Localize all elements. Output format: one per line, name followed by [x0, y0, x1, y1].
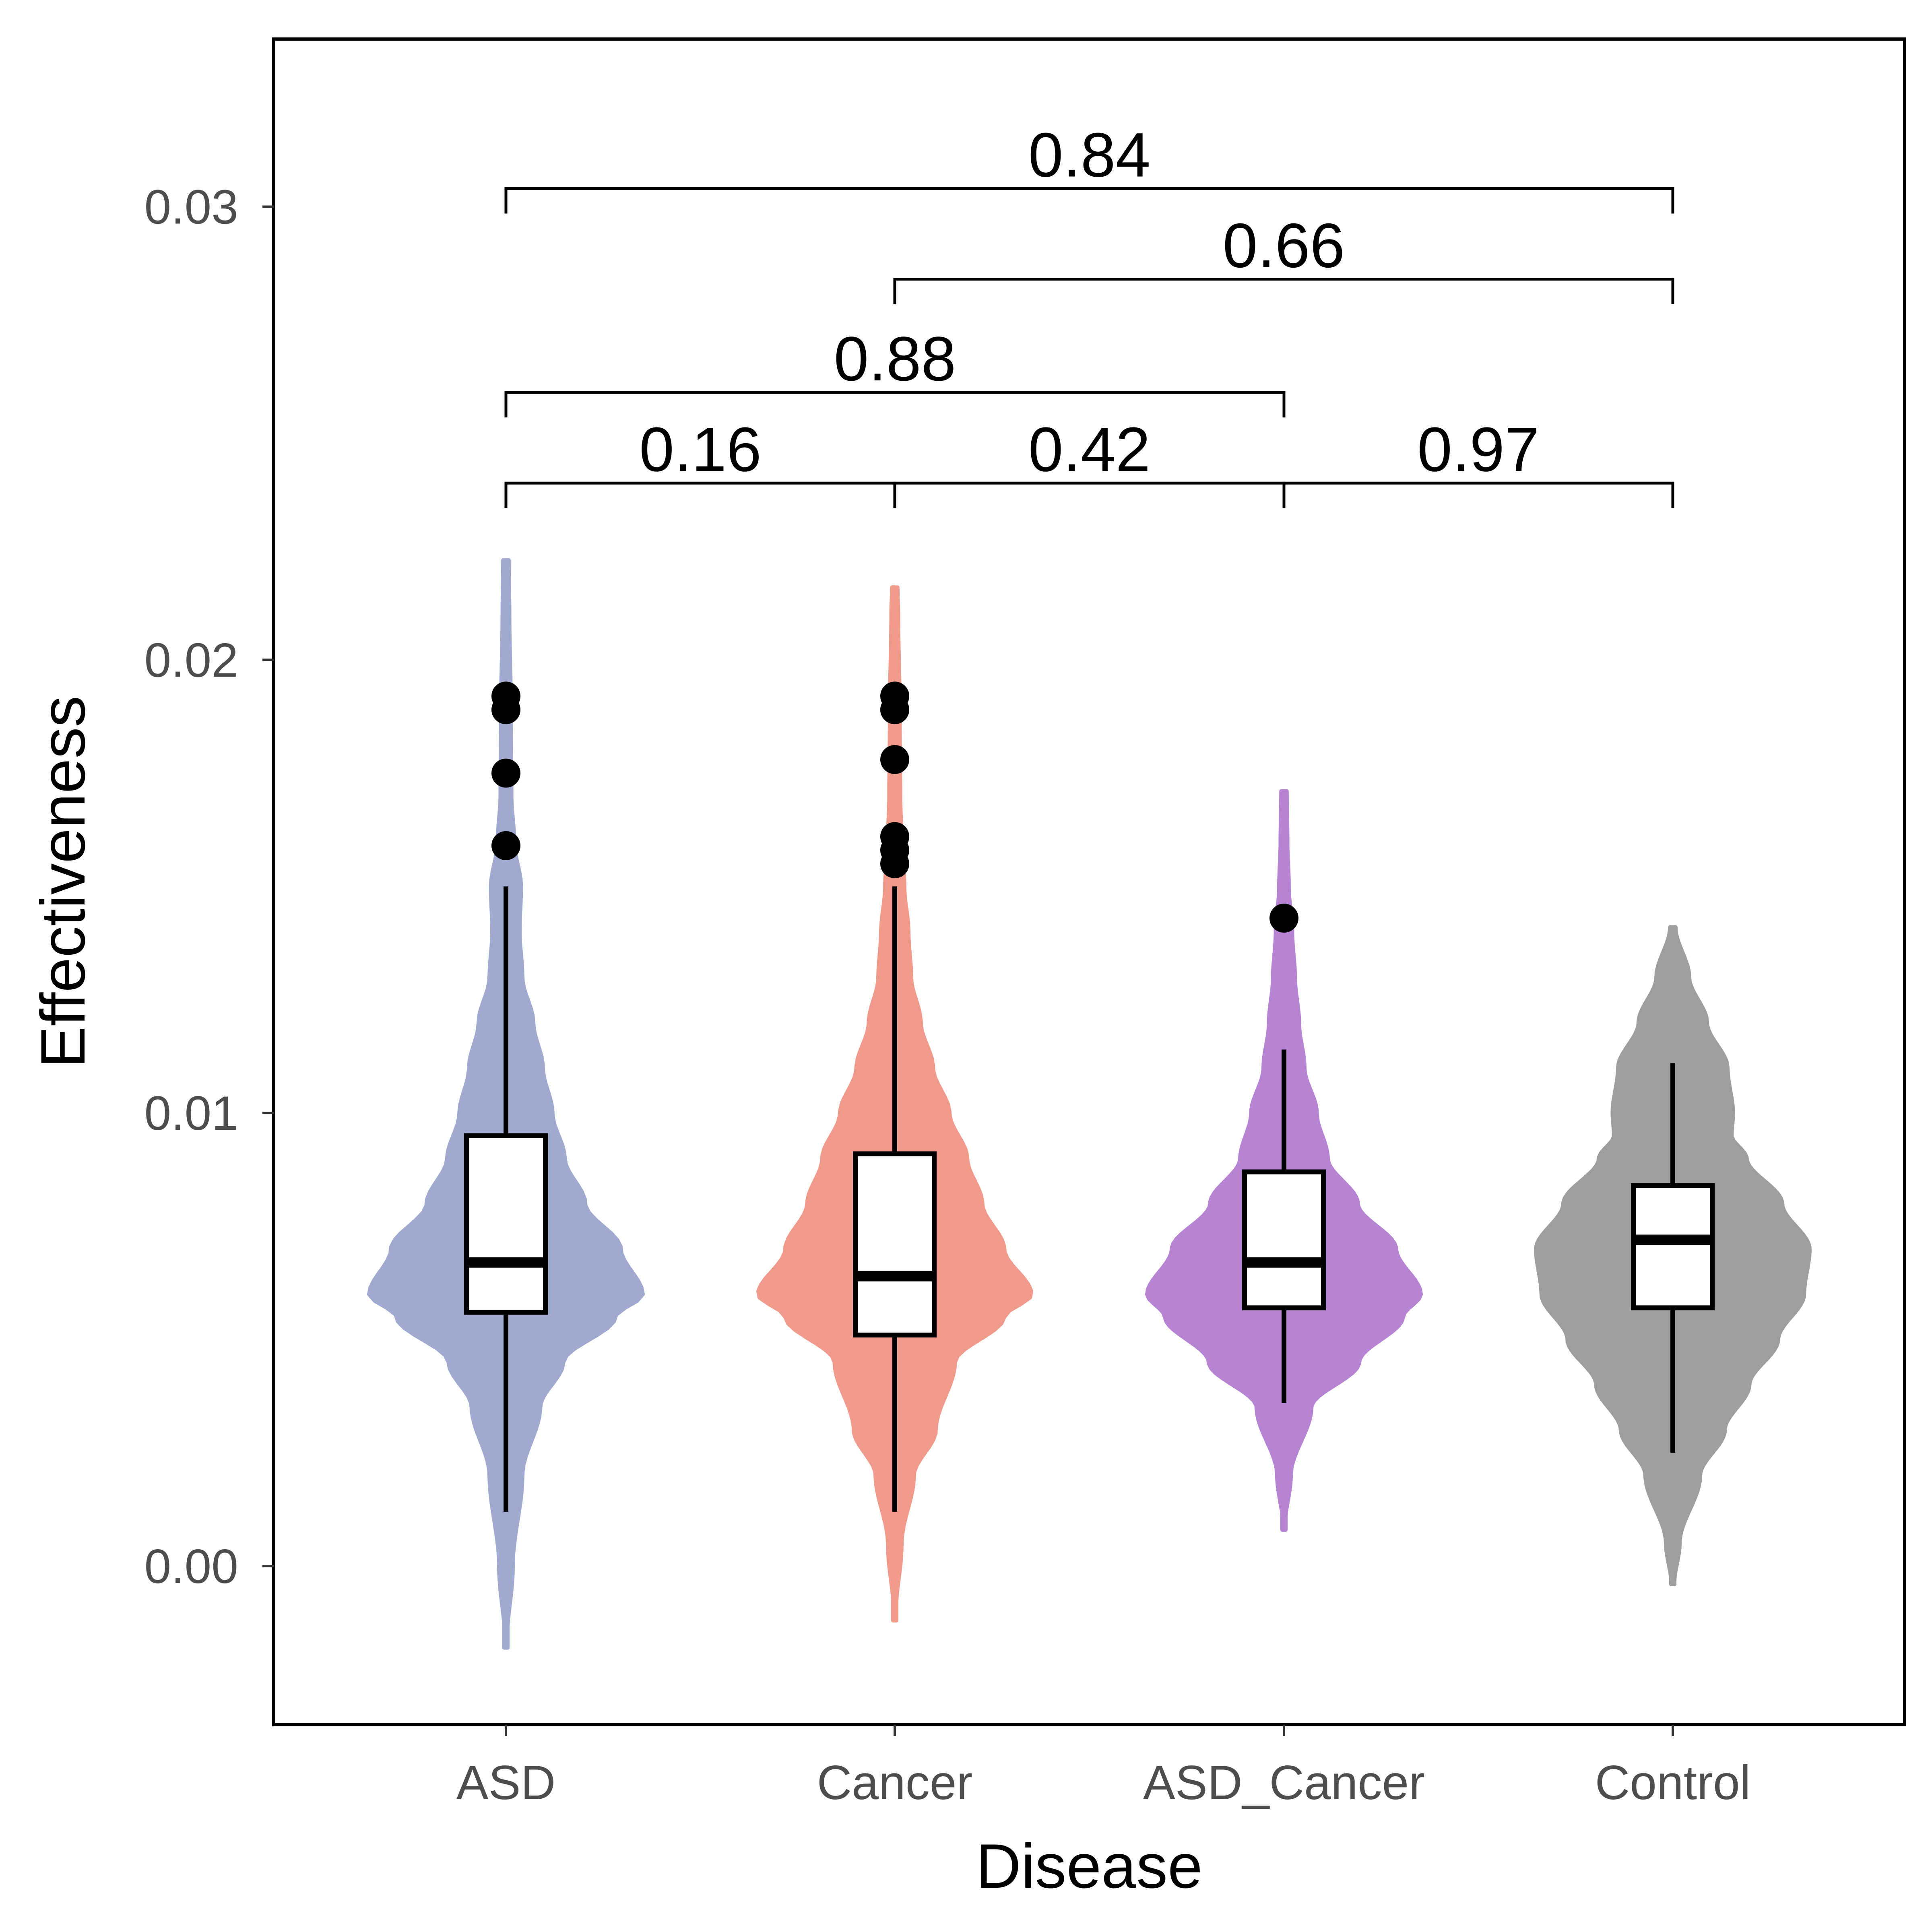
x-tick-label-asd_cancer: ASD_Cancer: [1143, 1756, 1425, 1810]
y-axis-title: Effectiveness: [28, 696, 98, 1068]
p-value-label: 0.97: [1417, 415, 1540, 485]
y-tick-label: 0.03: [144, 180, 238, 234]
comparison-bracket: [1282, 481, 1674, 508]
p-value-label: 0.16: [639, 415, 762, 485]
outlier-point: [880, 681, 909, 711]
comparison-layer: 0.16 0.42 0.97 0.88 0.66 0.84: [504, 120, 1674, 508]
x-tick-label-control: Control: [1595, 1756, 1751, 1810]
outlier-layer: [491, 681, 1298, 933]
box-cancer: [853, 1151, 937, 1338]
p-value-label: 0.42: [1028, 415, 1151, 485]
outlier-point: [491, 758, 520, 788]
plot-panel-border: [272, 37, 1906, 1726]
p-value-label: 0.88: [834, 324, 956, 394]
p-value-label: 0.84: [1028, 120, 1151, 190]
x-tick-label-cancer: Cancer: [817, 1756, 973, 1810]
x-tick-label-asd: ASD: [456, 1756, 556, 1810]
outlier-point: [491, 681, 520, 711]
box-asd: [464, 1133, 548, 1315]
outlier-point: [1269, 904, 1298, 933]
outlier-point: [880, 822, 909, 851]
comparison-bracket: [893, 278, 1674, 304]
x-axis-ticks: ASD Cancer ASD_Cancer Control: [456, 1725, 1751, 1810]
boxplot-layer: [464, 886, 1715, 1512]
y-tick-label: 0.02: [144, 633, 238, 687]
box-control: [1631, 1183, 1715, 1311]
y-tick-label: 0.01: [144, 1086, 238, 1140]
box-asd_cancer: [1242, 1169, 1326, 1311]
y-axis-ticks: 0.00 0.01 0.02 0.03: [144, 180, 274, 1593]
comparison-bracket: [504, 391, 1286, 418]
outlier-point: [880, 745, 909, 774]
x-axis-title: Disease: [976, 1831, 1203, 1901]
p-value-label: 0.66: [1223, 211, 1345, 281]
comparison-bracket: [504, 187, 1674, 214]
outlier-point: [491, 831, 520, 860]
y-tick-label: 0.00: [144, 1540, 238, 1593]
